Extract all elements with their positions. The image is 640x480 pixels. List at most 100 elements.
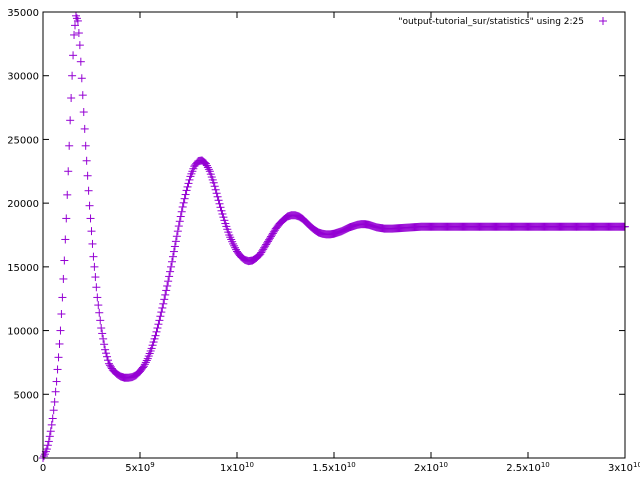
data-point-4 bbox=[42, 445, 51, 454]
data-point-136 bbox=[170, 242, 179, 251]
data-point-120 bbox=[155, 316, 164, 325]
data-point-197 bbox=[230, 241, 239, 250]
ticks-layer: 0 5000 10000 15000 20000 25000 30000 35000 0 5x10… bbox=[7, 8, 640, 474]
data-point-105 bbox=[140, 360, 149, 369]
data-point-69 bbox=[105, 361, 114, 370]
data-point-148 bbox=[182, 186, 191, 195]
data-point-238 bbox=[269, 227, 278, 236]
data-point-57 bbox=[94, 301, 103, 310]
data-point-59 bbox=[96, 316, 105, 325]
data-point-128 bbox=[163, 281, 172, 290]
data-point-106 bbox=[141, 358, 150, 367]
data-point-232 bbox=[264, 237, 273, 246]
data-point-53 bbox=[90, 262, 99, 271]
data-point-124 bbox=[159, 299, 168, 308]
data-point-39 bbox=[76, 57, 85, 66]
data-point-186 bbox=[219, 213, 228, 222]
data-point-119 bbox=[154, 320, 163, 329]
data-point-24 bbox=[62, 214, 71, 223]
data-point-131 bbox=[166, 267, 175, 276]
data-point-44 bbox=[81, 141, 90, 150]
data-point-170 bbox=[203, 163, 212, 172]
data-point-6 bbox=[44, 437, 53, 446]
data-point-52 bbox=[89, 252, 98, 261]
data-point-137 bbox=[171, 237, 180, 246]
data-point-32 bbox=[70, 30, 79, 39]
data-point-113 bbox=[148, 341, 157, 350]
data-point-139 bbox=[173, 227, 182, 236]
data-point-63 bbox=[100, 340, 109, 349]
data-point-151 bbox=[185, 175, 194, 184]
data-point-126 bbox=[161, 290, 170, 299]
y-tick-label-6: 30000 bbox=[7, 72, 39, 83]
data-point-168 bbox=[201, 159, 210, 168]
data-point-133 bbox=[168, 257, 177, 266]
data-point-123 bbox=[158, 303, 167, 312]
data-point-231 bbox=[263, 238, 272, 247]
data-point-54 bbox=[91, 273, 100, 282]
y-tick-label-3: 15000 bbox=[7, 263, 39, 274]
data-point-237 bbox=[268, 229, 277, 238]
data-point-66 bbox=[103, 352, 112, 361]
data-point-67 bbox=[103, 356, 112, 365]
data-point-228 bbox=[260, 243, 269, 252]
data-point-1 bbox=[39, 452, 48, 461]
y-tick-label-0: 0 bbox=[33, 454, 39, 465]
data-point-33 bbox=[71, 21, 80, 30]
y-tick-label-1: 5000 bbox=[14, 390, 39, 401]
data-point-177 bbox=[210, 182, 219, 191]
data-point-45 bbox=[82, 156, 91, 165]
data-point-46 bbox=[83, 171, 92, 180]
data-point-26 bbox=[64, 167, 73, 176]
data-point-198 bbox=[231, 243, 240, 252]
data-point-115 bbox=[150, 334, 159, 343]
data-point-60 bbox=[97, 324, 106, 333]
data-point-50 bbox=[87, 227, 96, 236]
data-point-42 bbox=[79, 108, 88, 117]
data-point-9 bbox=[47, 420, 56, 429]
data-point-235 bbox=[266, 232, 275, 241]
x-tick-label-3: 1.5x1010 bbox=[312, 461, 355, 474]
data-point-178 bbox=[211, 185, 220, 194]
data-point-58 bbox=[95, 308, 104, 317]
legend: "output-tutorial_sur/statistics" using 2… bbox=[398, 17, 607, 27]
data-point-226 bbox=[258, 246, 267, 255]
data-point-68 bbox=[104, 359, 113, 368]
data-point-199 bbox=[232, 245, 241, 254]
data-point-171 bbox=[204, 165, 213, 174]
data-point-184 bbox=[217, 206, 226, 215]
data-point-62 bbox=[99, 334, 108, 343]
data-point-145 bbox=[179, 198, 188, 207]
data-point-233 bbox=[265, 235, 274, 244]
data-point-127 bbox=[162, 286, 171, 295]
data-point-43 bbox=[80, 124, 89, 133]
data-point-125 bbox=[160, 295, 169, 304]
data-point-185 bbox=[218, 209, 227, 218]
data-point-196 bbox=[229, 239, 238, 248]
data-point-234 bbox=[265, 234, 274, 243]
data-point-41 bbox=[78, 91, 87, 100]
data-point-132 bbox=[167, 262, 176, 271]
data-point-17 bbox=[55, 339, 64, 348]
data-point-141 bbox=[175, 217, 184, 226]
data-point-5 bbox=[43, 441, 52, 450]
data-point-36 bbox=[73, 16, 82, 25]
data-point-25 bbox=[63, 190, 72, 199]
x-tick-label-5: 2.5x1010 bbox=[506, 461, 549, 474]
data-point-21 bbox=[59, 274, 68, 283]
data-point-116 bbox=[151, 331, 160, 340]
data-point-149 bbox=[183, 182, 192, 191]
data-point-30 bbox=[68, 71, 77, 80]
data-point-150 bbox=[184, 179, 193, 188]
data-point-70 bbox=[106, 362, 115, 371]
data-point-138 bbox=[172, 232, 181, 241]
data-point-147 bbox=[181, 190, 190, 199]
data-point-56 bbox=[93, 293, 102, 302]
data-point-176 bbox=[209, 178, 218, 187]
data-point-37 bbox=[74, 29, 83, 38]
data-point-19 bbox=[57, 310, 66, 319]
data-point-38 bbox=[75, 41, 84, 50]
data-point-64 bbox=[101, 345, 110, 354]
